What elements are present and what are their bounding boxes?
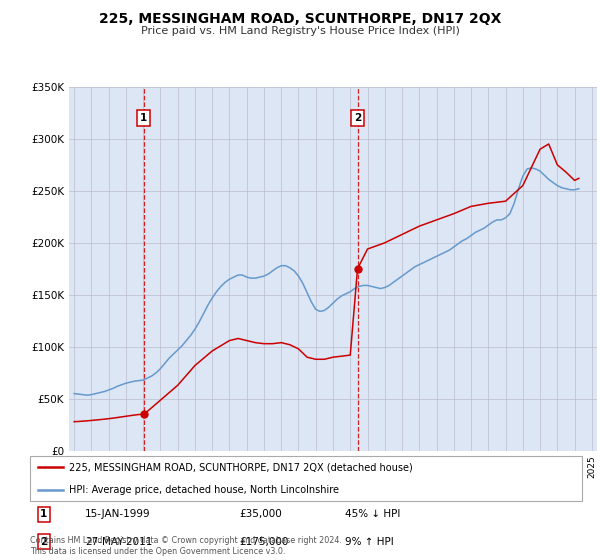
Text: 225, MESSINGHAM ROAD, SCUNTHORPE, DN17 2QX: 225, MESSINGHAM ROAD, SCUNTHORPE, DN17 2…: [99, 12, 501, 26]
Text: 225, MESSINGHAM ROAD, SCUNTHORPE, DN17 2QX (detached house): 225, MESSINGHAM ROAD, SCUNTHORPE, DN17 2…: [68, 462, 412, 472]
Text: 9% ↑ HPI: 9% ↑ HPI: [344, 536, 394, 547]
Text: HPI: Average price, detached house, North Lincolnshire: HPI: Average price, detached house, Nort…: [68, 484, 338, 494]
Text: Contains HM Land Registry data © Crown copyright and database right 2024.
This d: Contains HM Land Registry data © Crown c…: [30, 536, 342, 556]
Text: 45% ↓ HPI: 45% ↓ HPI: [344, 509, 400, 519]
Text: 2: 2: [40, 536, 47, 547]
FancyBboxPatch shape: [30, 456, 582, 501]
Text: £35,000: £35,000: [240, 509, 283, 519]
Text: 1: 1: [40, 509, 47, 519]
Text: £175,000: £175,000: [240, 536, 289, 547]
Text: 1: 1: [140, 113, 148, 123]
Text: 27-MAY-2011: 27-MAY-2011: [85, 536, 152, 547]
Text: Price paid vs. HM Land Registry's House Price Index (HPI): Price paid vs. HM Land Registry's House …: [140, 26, 460, 36]
Text: 15-JAN-1999: 15-JAN-1999: [85, 509, 151, 519]
Text: 2: 2: [354, 113, 361, 123]
